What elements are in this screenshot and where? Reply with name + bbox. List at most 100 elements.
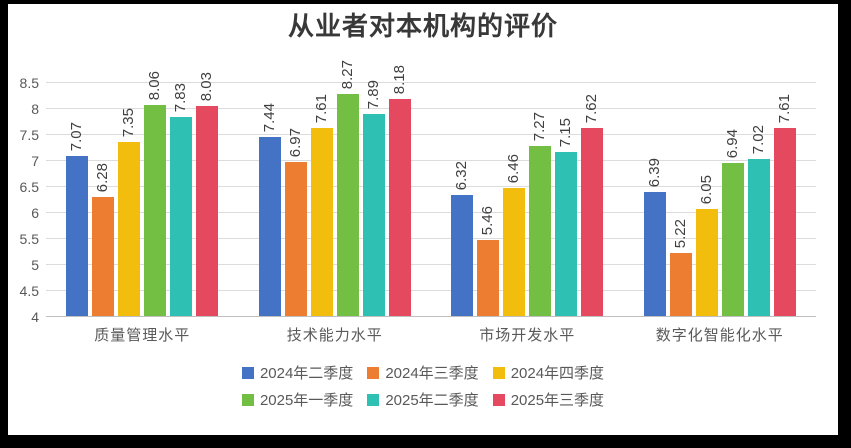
bar (92, 197, 115, 316)
y-axis: 4 4.5 5 5.5 6 6.5 7 7.5 8 8.5 (8, 75, 46, 325)
plot-groups: 7.07 6.28 7.35 8.06 7.83 8.03 7.44 6.97 7.61 8.27… (46, 60, 817, 316)
bar-value-label: 5.46 (479, 205, 496, 235)
y-tick-label: 4.5 (19, 283, 39, 299)
bar (144, 105, 167, 316)
bar-value-label: 6.32 (453, 160, 470, 190)
bar-with-label: 7.83 (170, 82, 193, 316)
chart-title: 从业者对本机构的评价 (287, 11, 558, 41)
bar (118, 142, 141, 316)
bar-value-label: 7.62 (583, 93, 600, 123)
bar-value-label: 5.22 (671, 218, 689, 248)
legend-item: 2024年二季度 (241, 362, 354, 383)
bar-value-label: 8.18 (390, 64, 408, 94)
bar (258, 137, 281, 316)
gridline (46, 238, 816, 239)
bar (284, 162, 307, 316)
category-label: 数字化智能化水平 (655, 326, 784, 344)
gridline (46, 134, 816, 135)
legend-item: 2024年四季度 (492, 362, 604, 383)
bar-with-label: 8.18 (388, 64, 411, 316)
bar-value-label: 6.05 (697, 174, 715, 204)
bar-value-label: 7.15 (557, 117, 574, 147)
bar-value-label: 7.61 (775, 93, 793, 123)
bar-with-label: 7.61 (773, 93, 796, 316)
bar (362, 114, 385, 316)
bar (581, 128, 604, 316)
y-tick-label: 5.5 (19, 231, 39, 247)
bar-value-label: 6.94 (723, 128, 741, 158)
chart-body: 4 4.5 5 5.5 6 6.5 7 7.5 8 8.5 7.07 6.28 7.35 8.06 7.8… (8, 60, 838, 325)
legend-label: 2025年三季度 (510, 392, 605, 409)
legend-swatch (241, 393, 254, 406)
bar (477, 240, 500, 316)
legend-swatch (367, 393, 380, 406)
legend: 2024年二季度 2024年三季度 2024年四季度 2025年一季度 2025年二季度… (8, 359, 838, 413)
legend-label: 2024年二季度 (259, 365, 354, 382)
y-tick-label: 6 (31, 205, 39, 221)
bar-value-label: 7.83 (172, 82, 189, 112)
bar-with-label: 7.02 (747, 125, 770, 316)
bar-value-label: 8.06 (146, 70, 163, 100)
bar-with-label: 5.22 (669, 218, 692, 316)
legend-swatch (492, 366, 505, 379)
bar-with-label: 6.28 (92, 162, 115, 316)
bar-with-label: 6.46 (503, 153, 526, 316)
bar (388, 99, 411, 316)
legend-label: 2024年三季度 (385, 365, 479, 382)
bar (170, 117, 193, 316)
bar-with-label: 7.62 (581, 93, 604, 316)
bar-value-label: 7.35 (120, 107, 137, 137)
gridline (46, 82, 816, 83)
legend-label: 2025年二季度 (385, 392, 479, 409)
category-label: 市场开发水平 (479, 326, 576, 344)
bar-with-label: 7.27 (529, 111, 552, 316)
bar-value-label: 7.27 (531, 111, 548, 141)
bar-with-label: 6.05 (695, 174, 718, 316)
bar-with-label: 6.94 (721, 128, 744, 316)
bar-with-label: 7.61 (310, 93, 333, 316)
legend-swatch (241, 366, 254, 379)
legend-item: 2024年三季度 (367, 362, 479, 383)
y-tick-label: 7 (31, 153, 39, 169)
bar-cluster: 7.07 6.28 7.35 8.06 7.83 8.03 (46, 71, 239, 316)
bar-with-label: 8.27 (336, 60, 359, 316)
gridline (46, 186, 816, 187)
bar-cluster: 6.39 5.22 6.05 6.94 7.02 7.61 (624, 94, 817, 316)
bar (66, 156, 89, 316)
bar (773, 128, 796, 316)
gridline (46, 160, 816, 161)
bar-value-label: 6.39 (645, 157, 663, 187)
bar-with-label: 6.39 (643, 157, 666, 316)
bar-value-label: 6.46 (505, 153, 522, 183)
bar-with-label: 5.46 (477, 205, 500, 316)
bar (529, 146, 552, 316)
bar-value-label: 6.28 (94, 162, 111, 192)
bar-value-label: 8.03 (198, 71, 215, 101)
bar-group: 7.44 6.97 7.61 8.27 7.89 8.18 (239, 60, 432, 316)
legend-item: 2025年一季度 (241, 389, 353, 410)
y-tick-label: 8 (31, 101, 39, 117)
gridline (46, 212, 816, 213)
gridline (46, 108, 816, 109)
bar (503, 188, 526, 316)
y-tick-label: 7.5 (19, 127, 39, 143)
bar-group: 6.39 5.22 6.05 6.94 7.02 7.61 (624, 83, 817, 316)
y-tick-label: 5 (31, 257, 39, 273)
bar-cluster: 6.32 5.46 6.46 7.27 7.15 7.62 (431, 94, 624, 316)
bar-value-label: 7.07 (68, 121, 85, 151)
bar (643, 192, 666, 316)
bar-with-label: 7.07 (66, 121, 89, 316)
bar-with-label: 7.89 (362, 80, 385, 316)
bar-with-label: 7.44 (258, 103, 281, 316)
bar-group: 7.07 6.28 7.35 8.06 7.83 8.03 (46, 71, 239, 316)
bar (669, 253, 692, 316)
gridline (46, 290, 816, 291)
bar (196, 106, 219, 316)
legend-swatch (367, 366, 380, 379)
category-label: 质量管理水平 (94, 326, 191, 344)
legend-row: 2024年二季度 2024年三季度 2024年四季度 (8, 359, 838, 386)
bar-value-label: 7.61 (312, 93, 330, 123)
bar (747, 159, 770, 316)
bar-group: 6.32 5.46 6.46 7.27 7.15 7.62 (431, 83, 624, 316)
